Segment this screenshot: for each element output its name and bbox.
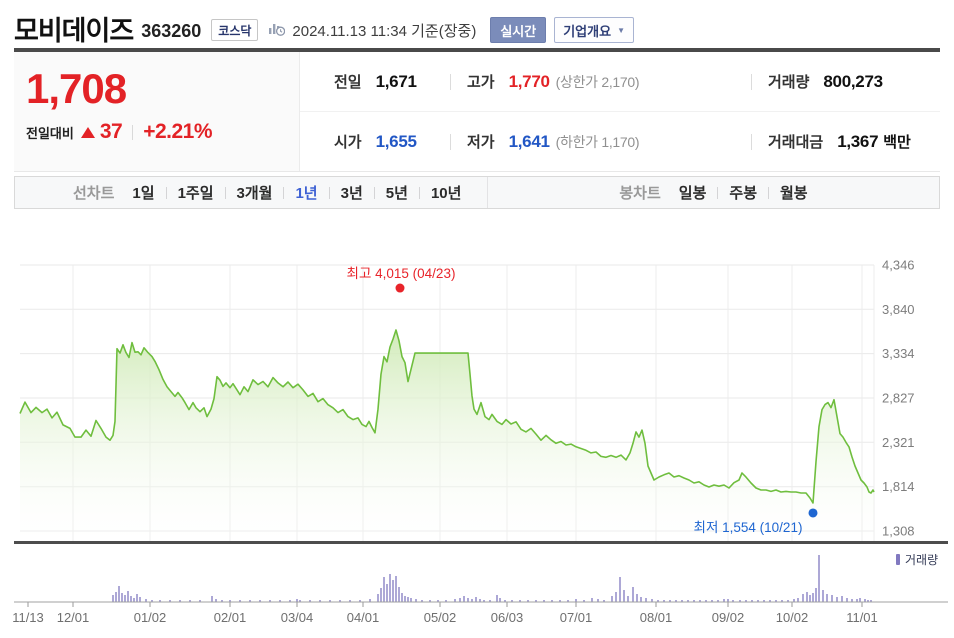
header: 모비데이즈 363260 코스닥 2024.11.13 11:34 기준(장중)… xyxy=(14,10,634,46)
divider xyxy=(418,186,420,199)
high-label: 고가 xyxy=(467,74,495,91)
volume-label: 거래량 xyxy=(768,74,810,91)
svg-text:03/04: 03/04 xyxy=(281,610,314,625)
divider xyxy=(224,186,226,199)
svg-text:08/01: 08/01 xyxy=(640,610,673,625)
svg-text:04/01: 04/01 xyxy=(347,610,380,625)
tab-3year[interactable]: 3년 xyxy=(340,185,363,202)
change-label: 전일대비 xyxy=(26,125,74,141)
tab-1day[interactable]: 1일 xyxy=(132,185,155,202)
stock-code: 363260 xyxy=(141,20,202,41)
change-value: 37 xyxy=(99,120,123,143)
svg-text:07/01: 07/01 xyxy=(560,610,593,625)
realtime-button[interactable]: 실시간 xyxy=(490,17,547,43)
change-percent: +2.21% xyxy=(143,120,213,143)
svg-text:02/01: 02/01 xyxy=(214,610,247,625)
company-overview-button[interactable]: 기업개요 ▼ xyxy=(554,17,634,43)
quote-row-1: 전일 1,671 고가 1,770 (상한가 2,170) 거래량 800,27… xyxy=(300,52,940,112)
tab-5year[interactable]: 5년 xyxy=(385,185,408,202)
svg-text:최저 1,554 (10/21): 최저 1,554 (10/21) xyxy=(694,520,803,535)
open-label: 시가 xyxy=(334,134,362,151)
divider xyxy=(450,73,451,90)
tab-daily-candle[interactable]: 일봉 xyxy=(678,185,707,202)
quote-row-2: 시가 1,655 저가 1,641 (하한가 1,170) 거래대금 1,367… xyxy=(300,112,940,171)
tab-3month[interactable]: 3개월 xyxy=(236,185,273,202)
chart-clock-icon xyxy=(268,20,286,41)
trade-value-unit: 백만 xyxy=(883,134,911,151)
market-badge: 코스닥 xyxy=(211,19,259,41)
svg-text:10/02: 10/02 xyxy=(776,610,809,625)
quote-box: 1,708 전일대비 37 +2.21% 전일 1,671 xyxy=(14,48,940,172)
tab-1week[interactable]: 1주일 xyxy=(177,185,214,202)
quote-top-divider xyxy=(14,48,940,52)
svg-text:1,814: 1,814 xyxy=(882,479,915,494)
tab-1year[interactable]: 1년 xyxy=(295,185,318,202)
svg-text:06/03: 06/03 xyxy=(491,610,524,625)
svg-text:3,840: 3,840 xyxy=(882,302,915,317)
quote-datetime: 2024.11.13 11:34 기준(장중) xyxy=(292,23,477,40)
high-value: 1,770 xyxy=(508,71,550,91)
company-overview-label: 기업개요 xyxy=(563,24,612,39)
upper-limit-caption: (상한가 2,170) xyxy=(555,73,640,90)
line-chart-group-label: 선차트 xyxy=(73,185,115,202)
chart-period-tabbar: 선차트 1일 1주일 3개월 1년 3년 5년 10년 봉차트 일봉 주봉 월봉 xyxy=(14,176,940,209)
svg-text:최고 4,015 (04/23): 최고 4,015 (04/23) xyxy=(347,266,456,281)
divider xyxy=(751,133,752,150)
volume-value: 800,273 xyxy=(823,71,883,91)
divider xyxy=(132,124,134,140)
tab-monthly-candle[interactable]: 월봉 xyxy=(780,185,808,202)
current-price-cell: 1,708 전일대비 37 +2.21% xyxy=(14,52,300,171)
divider xyxy=(373,186,375,199)
candle-chart-group-label: 봉차트 xyxy=(619,185,661,202)
quote-table: 전일 1,671 고가 1,770 (상한가 2,170) 거래량 800,27… xyxy=(300,52,940,171)
up-triangle-icon xyxy=(80,126,95,138)
prev-close-label: 전일 xyxy=(334,74,362,91)
svg-text:11/13: 11/13 xyxy=(12,610,44,625)
tab-10year[interactable]: 10년 xyxy=(430,185,462,202)
trade-value-value: 1,367 xyxy=(837,131,879,151)
divider xyxy=(717,186,719,199)
low-label: 저가 xyxy=(467,134,495,151)
chevron-down-icon: ▼ xyxy=(617,26,625,35)
current-price: 1,708 xyxy=(26,65,127,112)
open-value: 1,655 xyxy=(375,131,417,151)
candle-chart-tab-group: 봉차트 일봉 주봉 월봉 xyxy=(488,177,939,208)
divider xyxy=(768,186,769,199)
svg-text:2,321: 2,321 xyxy=(882,435,915,450)
svg-text:거래량: 거래량 xyxy=(905,553,938,567)
tab-weekly-candle[interactable]: 주봉 xyxy=(729,185,757,202)
divider xyxy=(165,186,167,199)
trade-value-label: 거래대금 xyxy=(768,134,824,151)
svg-text:3,334: 3,334 xyxy=(882,346,915,361)
divider xyxy=(450,133,451,150)
divider xyxy=(328,186,330,199)
low-value: 1,641 xyxy=(508,131,550,151)
svg-text:1,308: 1,308 xyxy=(882,524,915,539)
svg-text:12/01: 12/01 xyxy=(57,610,90,625)
svg-text:05/02: 05/02 xyxy=(424,610,457,625)
svg-text:4,346: 4,346 xyxy=(882,258,915,273)
stock-name: 모비데이즈 xyxy=(14,15,134,46)
divider xyxy=(283,186,285,199)
svg-text:09/02: 09/02 xyxy=(712,610,745,625)
svg-text:2,827: 2,827 xyxy=(882,391,915,406)
line-chart-tab-group: 선차트 1일 1주일 3개월 1년 3년 5년 10년 xyxy=(15,177,488,208)
svg-text:01/02: 01/02 xyxy=(134,610,167,625)
lower-limit-caption: (하한가 1,170) xyxy=(555,133,640,150)
divider xyxy=(751,73,752,90)
svg-text:11/01: 11/01 xyxy=(846,610,878,625)
prev-close-value: 1,671 xyxy=(375,71,417,91)
